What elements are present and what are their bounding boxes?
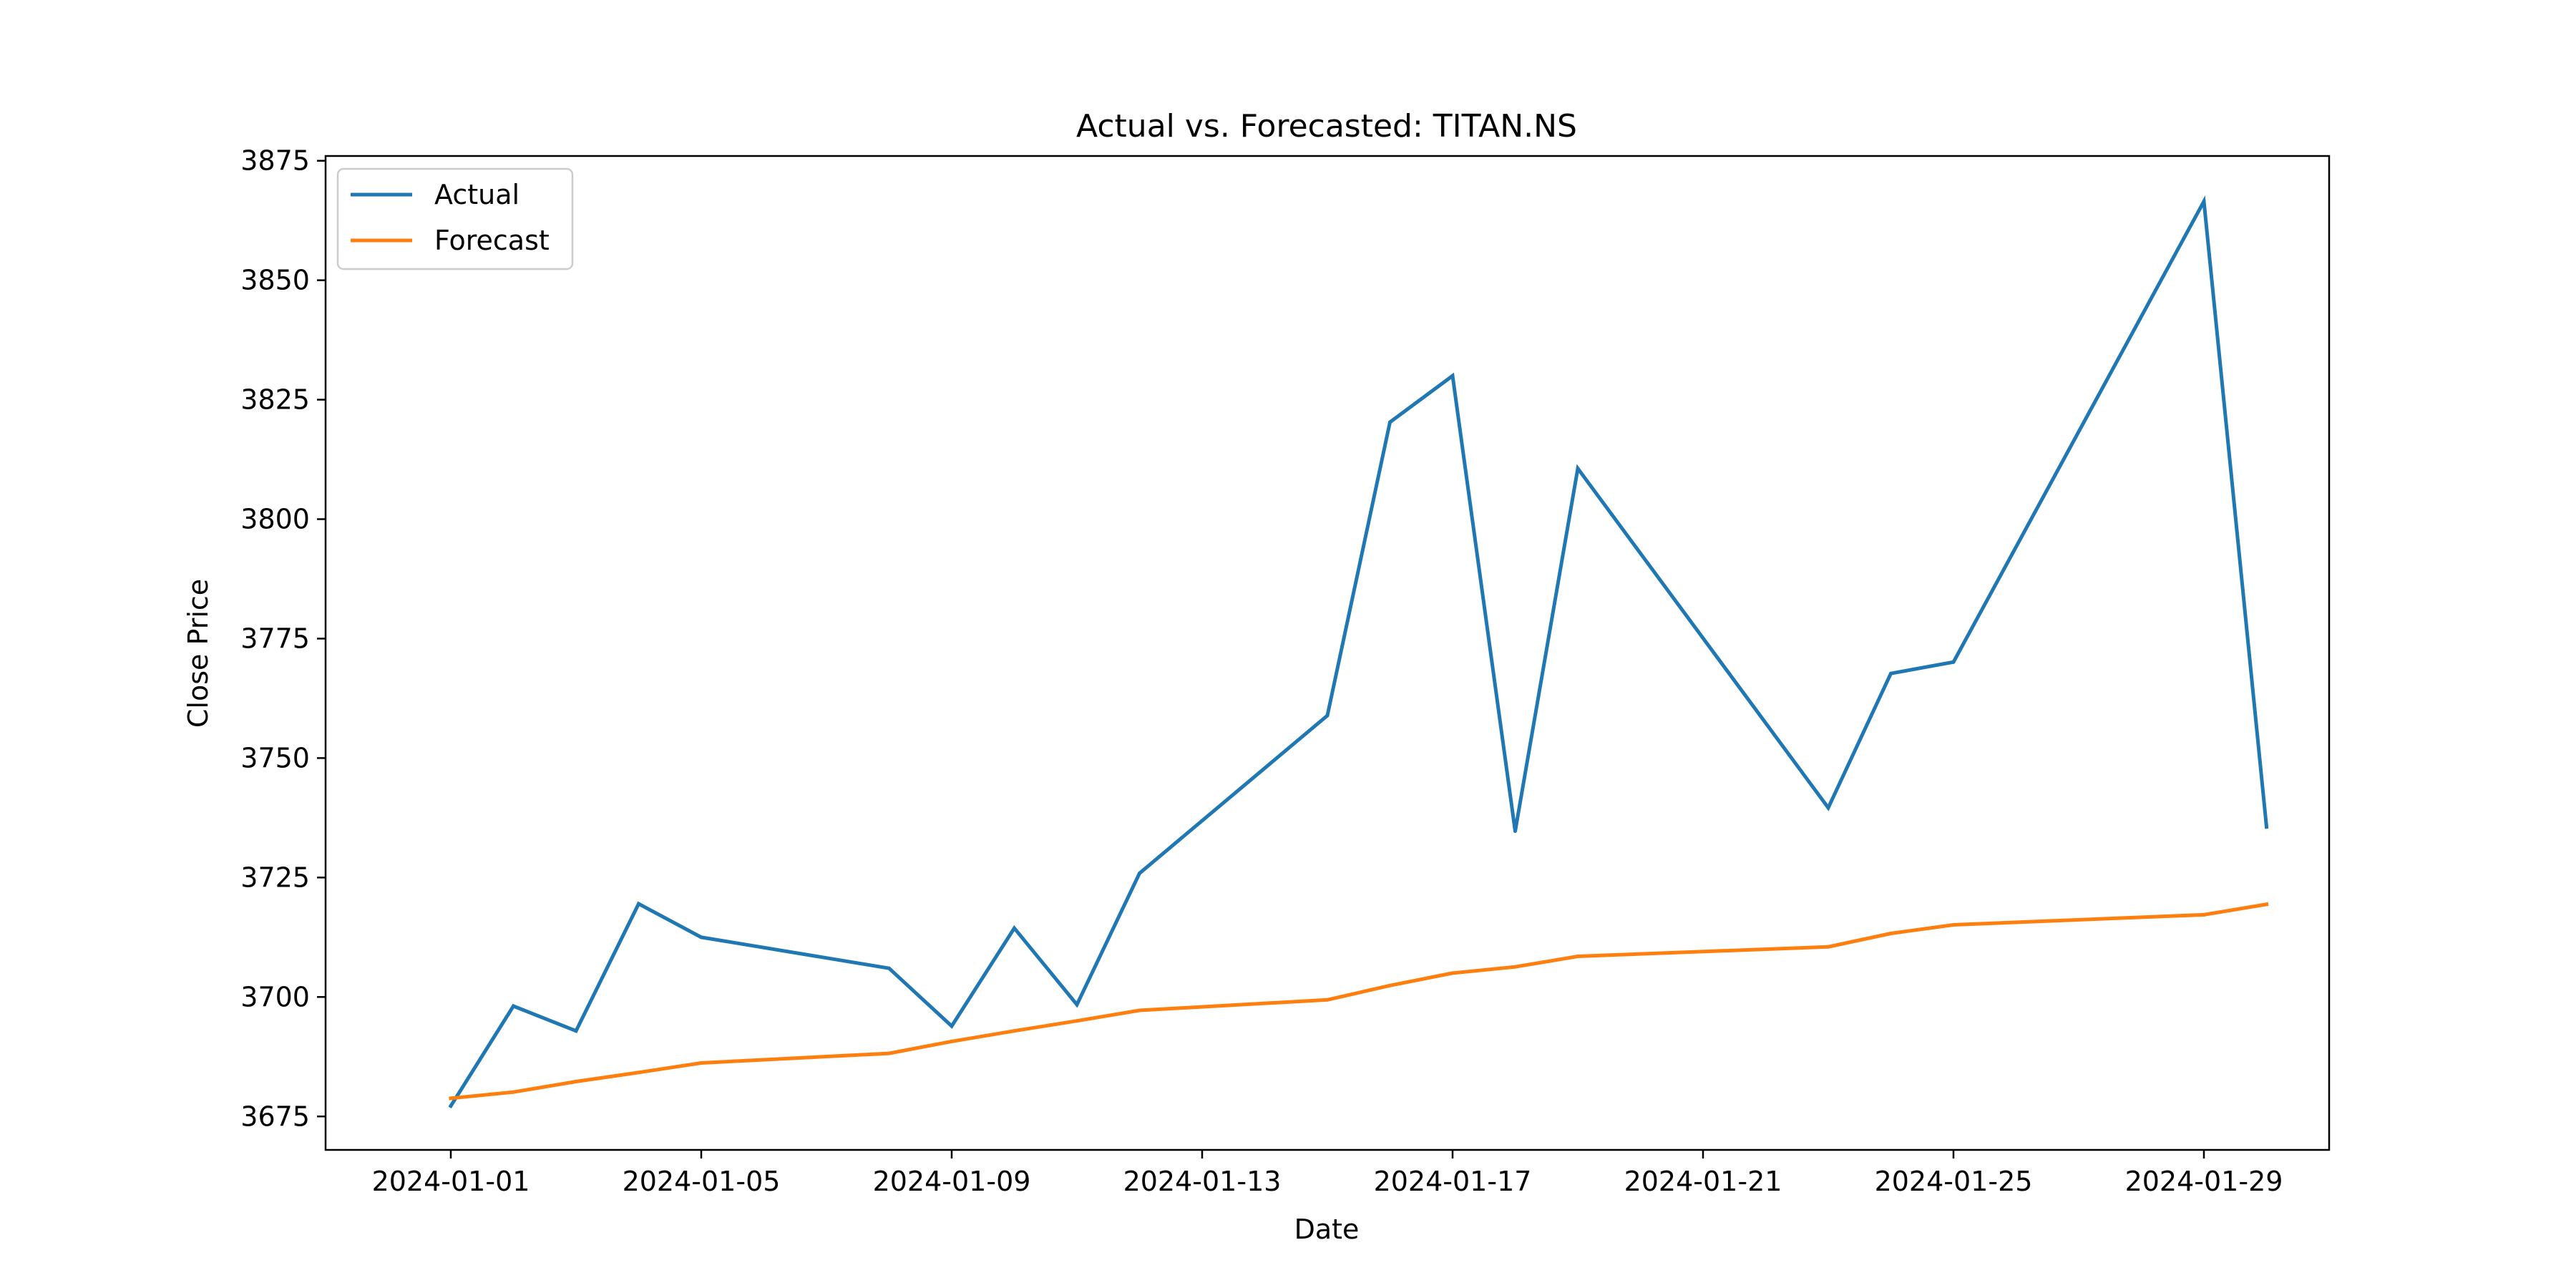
data-point-actual xyxy=(1951,660,1956,664)
data-point-forecast xyxy=(1450,971,1455,975)
data-point-forecast xyxy=(2265,902,2268,907)
data-point-actual xyxy=(1450,374,1455,378)
data-point-actual xyxy=(1826,806,1830,810)
data-point-forecast xyxy=(1388,983,1392,987)
chart-title: Actual vs. Forecasted: TITAN.NS xyxy=(1076,108,1577,145)
data-point-actual xyxy=(2202,199,2206,203)
data-point-forecast xyxy=(1325,997,1330,1002)
data-point-forecast xyxy=(449,1096,453,1101)
data-point-actual xyxy=(1388,420,1392,424)
data-point-actual xyxy=(512,1004,515,1008)
y-tick-label: 3675 xyxy=(240,1101,310,1132)
data-point-actual xyxy=(699,935,703,940)
x-tick-label: 2024-01-05 xyxy=(623,1166,781,1197)
y-tick-label: 3725 xyxy=(240,862,310,893)
y-tick-label: 3700 xyxy=(240,981,310,1013)
x-tick-label: 2024-01-17 xyxy=(1374,1166,1532,1197)
x-tick-label: 2024-01-09 xyxy=(873,1166,1031,1197)
data-point-forecast xyxy=(574,1080,578,1084)
data-point-forecast xyxy=(1138,1008,1141,1013)
y-tick-label: 3750 xyxy=(240,742,310,774)
x-tick-label: 2024-01-25 xyxy=(1875,1166,2033,1197)
series-line-forecast xyxy=(449,902,2269,1101)
data-point-actual xyxy=(449,1104,453,1108)
data-point-forecast xyxy=(512,1090,515,1094)
plot-frame xyxy=(324,155,2331,1151)
x-tick-label: 2024-01-29 xyxy=(2125,1166,2283,1197)
data-point-forecast xyxy=(950,1039,954,1043)
data-point-forecast xyxy=(1013,1029,1016,1033)
x-tick-label: 2024-01-21 xyxy=(1624,1166,1782,1197)
data-point-actual xyxy=(637,902,640,906)
data-point-actual xyxy=(1013,926,1016,930)
data-point-actual xyxy=(574,1029,578,1033)
y-tick-label: 3800 xyxy=(240,504,310,535)
y-axis-label: Close Price xyxy=(182,579,214,728)
data-point-forecast xyxy=(1889,931,1893,935)
x-tick-label: 2024-01-13 xyxy=(1123,1166,1282,1197)
data-point-forecast xyxy=(637,1070,640,1075)
data-point-forecast xyxy=(1826,945,1830,949)
data-point-actual xyxy=(950,1024,954,1028)
series-line-actual xyxy=(448,195,2269,1109)
data-point-forecast xyxy=(887,1051,891,1055)
data-point-forecast xyxy=(1075,1019,1079,1023)
data-point-forecast xyxy=(699,1060,703,1065)
data-point-forecast xyxy=(1513,965,1517,969)
data-point-actual xyxy=(2265,825,2268,829)
y-tick-label: 3775 xyxy=(240,623,310,654)
data-point-actual xyxy=(1325,713,1330,718)
data-point-actual xyxy=(887,966,891,970)
x-tick-label: 2024-01-01 xyxy=(372,1166,530,1197)
y-tick-label: 3875 xyxy=(240,145,310,177)
data-point-actual xyxy=(1889,671,1893,675)
legend-label-actual: Actual xyxy=(434,179,519,210)
plot-area: 3675 3700 3725 3750 3775 3800 3825 3850 3875 2024… xyxy=(240,145,2331,1197)
data-point-actual xyxy=(1576,467,1580,471)
data-point-forecast xyxy=(1576,955,1580,959)
data-point-actual xyxy=(1513,829,1517,834)
data-point-actual xyxy=(1138,871,1141,875)
data-point-actual xyxy=(1075,1002,1079,1007)
x-axis-label: Date xyxy=(1294,1214,1360,1245)
y-tick-label: 3825 xyxy=(240,384,310,416)
data-point-forecast xyxy=(1951,922,1956,927)
legend-label-forecast: Forecast xyxy=(434,225,550,256)
data-point-forecast xyxy=(2202,912,2206,917)
y-tick-label: 3850 xyxy=(240,265,310,296)
legend: Actual Forecast xyxy=(336,167,574,270)
